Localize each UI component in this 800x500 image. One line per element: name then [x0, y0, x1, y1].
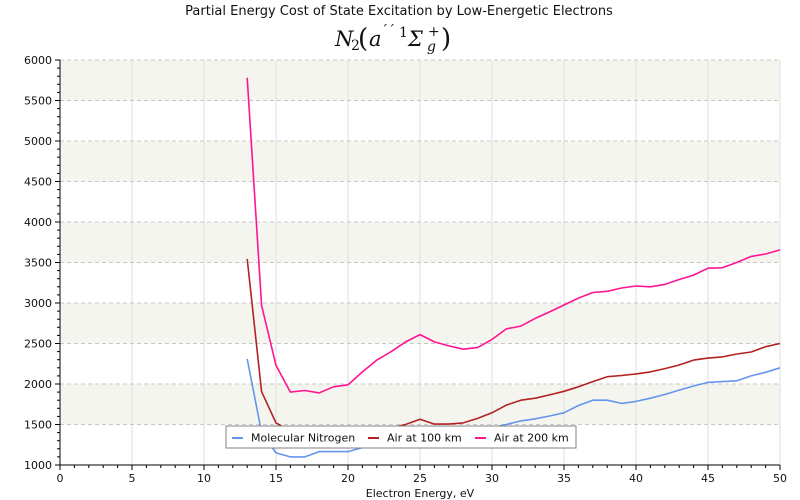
subtitle-multiplicity: 1 — [399, 25, 408, 41]
y-tick-label: 2000 — [24, 378, 52, 391]
y-tick-label: 3500 — [24, 257, 52, 270]
x-tick-label: 35 — [557, 472, 571, 485]
y-ticks: 1000 1500 2000 2500 3000 3500 4000 4500 5000 5500… — [24, 54, 60, 472]
horizontal-gridlines — [60, 59, 780, 425]
x-tick-label: 25 — [413, 472, 427, 485]
y-tick-label: 4000 — [24, 216, 52, 229]
x-tick-label: 15 — [269, 472, 283, 485]
subtitle-close-paren: ) — [441, 24, 451, 54]
y-tick-label: 3000 — [24, 297, 52, 310]
x-tick-label: 20 — [341, 472, 355, 485]
subtitle-term-superscript: + — [428, 24, 440, 40]
subtitle-term-subscript: g — [427, 39, 436, 55]
legend: Molecular Nitrogen Air at 100 km Air at 20… — [225, 425, 577, 449]
y-tick-label: 4500 — [24, 176, 52, 189]
subtitle-primes: ´´ — [381, 23, 395, 39]
y-tick-label: 1500 — [24, 419, 52, 432]
legend-label: Air at 200 km — [494, 432, 569, 445]
subtitle-molecule: N — [334, 27, 354, 51]
legend-box — [225, 425, 577, 449]
legend-label: Molecular Nitrogen — [251, 432, 355, 445]
subtitle-term: Σ — [407, 27, 423, 51]
y-tick-label: 5000 — [24, 135, 52, 148]
subtitle-molecule-subscript: 2 — [351, 38, 360, 54]
legend-label: Air at 100 km — [387, 432, 462, 445]
x-tick-label: 5 — [129, 472, 136, 485]
subtitle-state-letter: a — [369, 27, 382, 51]
x-tick-label: 30 — [485, 472, 499, 485]
x-axis-label: Electron Energy, eV — [366, 487, 475, 500]
y-tick-label: 2500 — [24, 338, 52, 351]
x-tick-label: 40 — [629, 472, 643, 485]
x-tick-label: 50 — [773, 472, 787, 485]
y-tick-label: 5500 — [24, 95, 52, 108]
x-tick-label: 10 — [197, 472, 211, 485]
y-tick-label: 6000 — [24, 54, 52, 67]
series-line-molecular-nitrogen — [246, 358, 781, 458]
subtitle-open-paren: ( — [358, 24, 368, 54]
series-line-air-at-200-km — [246, 77, 781, 394]
x-ticks: 0 5 10 15 20 25 30 35 40 45 50 — [57, 465, 787, 485]
chart-subtitle: N 2 ( a ´´ 1 Σ + g ) — [334, 23, 451, 55]
chart-title: Partial Energy Cost of State Excitation … — [185, 4, 613, 19]
x-tick-label: 0 — [57, 472, 64, 485]
x-tick-label: 45 — [701, 472, 715, 485]
y-tick-label: 1000 — [24, 459, 52, 472]
